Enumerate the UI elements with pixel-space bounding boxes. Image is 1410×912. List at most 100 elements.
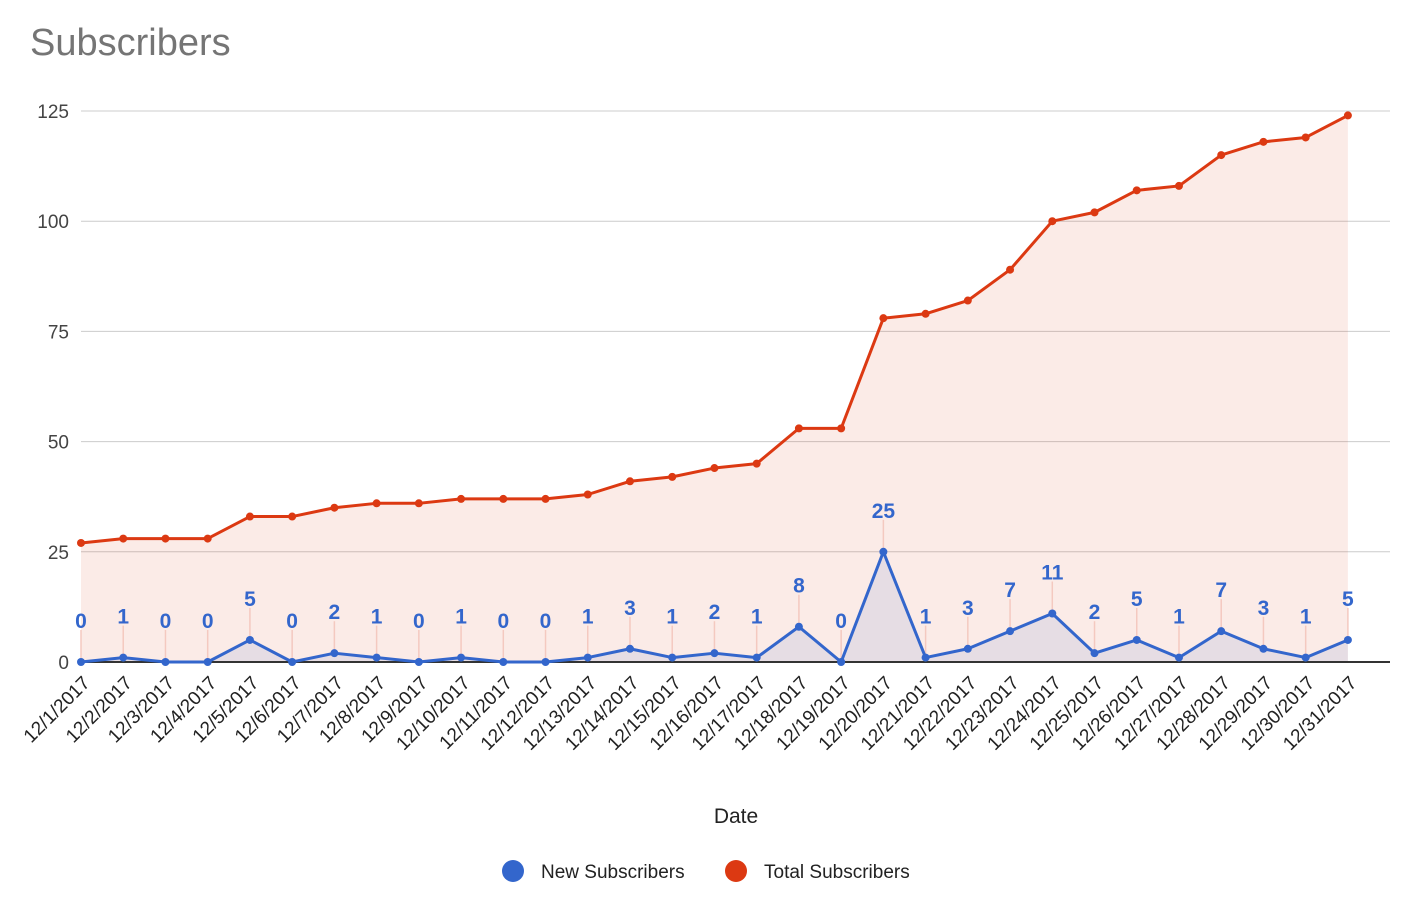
point-new-subscribers xyxy=(1174,653,1183,662)
legend-label: New Subscribers xyxy=(541,862,685,883)
point-new-subscribers xyxy=(837,658,846,666)
point-total-subscribers xyxy=(372,499,381,508)
point-total-subscribers xyxy=(710,464,719,473)
point-new-subscribers xyxy=(625,644,634,653)
point-new-subscribers xyxy=(161,658,170,666)
point-total-subscribers xyxy=(1006,265,1015,274)
point-new-subscribers xyxy=(119,653,128,662)
point-new-subscribers xyxy=(794,622,803,631)
data-label-new-subscribers: 0 xyxy=(202,610,214,633)
point-total-subscribers xyxy=(330,503,339,512)
area-total-subscribers xyxy=(81,115,1348,662)
point-total-subscribers xyxy=(414,499,423,508)
point-new-subscribers xyxy=(710,649,719,658)
point-total-subscribers xyxy=(288,512,297,521)
point-total-subscribers xyxy=(625,477,634,486)
data-label-new-subscribers: 0 xyxy=(286,610,298,633)
point-total-subscribers xyxy=(1048,217,1057,226)
data-label-new-subscribers: 1 xyxy=(117,606,129,629)
point-new-subscribers xyxy=(1048,609,1057,618)
y-tick-label-25: 25 xyxy=(48,543,69,564)
point-new-subscribers xyxy=(1132,635,1141,644)
point-new-subscribers xyxy=(752,653,761,662)
data-label-new-subscribers: 1 xyxy=(751,606,763,629)
data-label-new-subscribers: 0 xyxy=(413,610,425,633)
point-total-subscribers xyxy=(794,424,803,433)
point-new-subscribers xyxy=(1090,649,1099,658)
point-total-subscribers xyxy=(499,494,508,503)
point-new-subscribers xyxy=(203,658,212,666)
data-label-new-subscribers: 2 xyxy=(709,601,721,624)
data-label-new-subscribers: 1 xyxy=(455,606,467,629)
point-total-subscribers xyxy=(161,534,170,543)
x-axis-title: Date xyxy=(714,805,758,828)
data-label-new-subscribers: 1 xyxy=(582,606,594,629)
point-new-subscribers xyxy=(668,653,677,662)
data-label-new-subscribers: 0 xyxy=(540,610,552,633)
point-new-subscribers xyxy=(1301,653,1310,662)
point-new-subscribers xyxy=(963,644,972,653)
data-label-new-subscribers: 11 xyxy=(1041,562,1064,585)
point-new-subscribers xyxy=(879,547,888,556)
data-label-new-subscribers: 0 xyxy=(835,610,847,633)
point-total-subscribers xyxy=(1259,137,1268,146)
point-new-subscribers xyxy=(1259,644,1268,653)
area-new-subscribers xyxy=(81,551,1348,662)
point-total-subscribers xyxy=(1217,151,1226,160)
data-label-new-subscribers: 2 xyxy=(329,601,341,624)
data-label-new-subscribers: 1 xyxy=(1173,606,1185,629)
point-total-subscribers xyxy=(668,472,677,481)
legend-marker xyxy=(725,860,747,882)
y-tick-label-100: 100 xyxy=(37,212,69,233)
point-total-subscribers xyxy=(245,512,254,521)
point-total-subscribers xyxy=(457,494,466,503)
data-label-new-subscribers: 7 xyxy=(1215,579,1227,602)
point-total-subscribers xyxy=(1301,133,1310,142)
data-label-new-subscribers: 1 xyxy=(1300,606,1312,629)
chart-title: Subscribers xyxy=(30,22,231,64)
point-total-subscribers xyxy=(752,459,761,468)
point-new-subscribers xyxy=(77,658,85,666)
point-new-subscribers xyxy=(245,635,254,644)
data-label-new-subscribers: 7 xyxy=(1004,579,1016,602)
data-label-new-subscribers: 5 xyxy=(1131,588,1143,611)
point-total-subscribers xyxy=(837,424,846,433)
data-label-new-subscribers: 8 xyxy=(793,575,805,598)
point-total-subscribers xyxy=(119,534,128,543)
point-total-subscribers xyxy=(203,534,212,543)
data-label-new-subscribers: 25 xyxy=(872,500,896,523)
point-total-subscribers xyxy=(1343,111,1352,120)
point-total-subscribers xyxy=(879,314,888,323)
legend-label: Total Subscribers xyxy=(764,862,910,883)
data-label-new-subscribers: 0 xyxy=(160,610,172,633)
point-new-subscribers xyxy=(372,653,381,662)
point-new-subscribers xyxy=(583,653,592,662)
y-tick-label-50: 50 xyxy=(48,433,69,454)
point-new-subscribers xyxy=(1217,627,1226,636)
data-label-new-subscribers: 5 xyxy=(244,588,256,611)
point-total-subscribers xyxy=(921,309,930,318)
point-total-subscribers xyxy=(963,296,972,305)
point-total-subscribers xyxy=(77,538,85,547)
data-label-new-subscribers: 3 xyxy=(624,597,636,620)
y-tick-label-125: 125 xyxy=(37,102,69,123)
y-tick-label-75: 75 xyxy=(48,322,69,343)
data-label-new-subscribers: 1 xyxy=(371,606,383,629)
data-label-new-subscribers: 0 xyxy=(497,610,509,633)
point-total-subscribers xyxy=(1132,186,1141,195)
data-label-new-subscribers: 5 xyxy=(1342,588,1354,611)
data-label-new-subscribers: 3 xyxy=(962,597,974,620)
data-label-new-subscribers: 1 xyxy=(666,606,678,629)
y-tick-label-0: 0 xyxy=(58,653,69,674)
data-label-new-subscribers: 1 xyxy=(920,606,932,629)
legend-marker xyxy=(502,860,524,882)
point-new-subscribers xyxy=(1343,635,1352,644)
point-new-subscribers xyxy=(457,653,466,662)
point-new-subscribers xyxy=(288,658,297,666)
point-new-subscribers xyxy=(414,658,423,666)
point-new-subscribers xyxy=(1006,627,1015,636)
point-new-subscribers xyxy=(921,653,930,662)
point-new-subscribers xyxy=(499,658,508,666)
